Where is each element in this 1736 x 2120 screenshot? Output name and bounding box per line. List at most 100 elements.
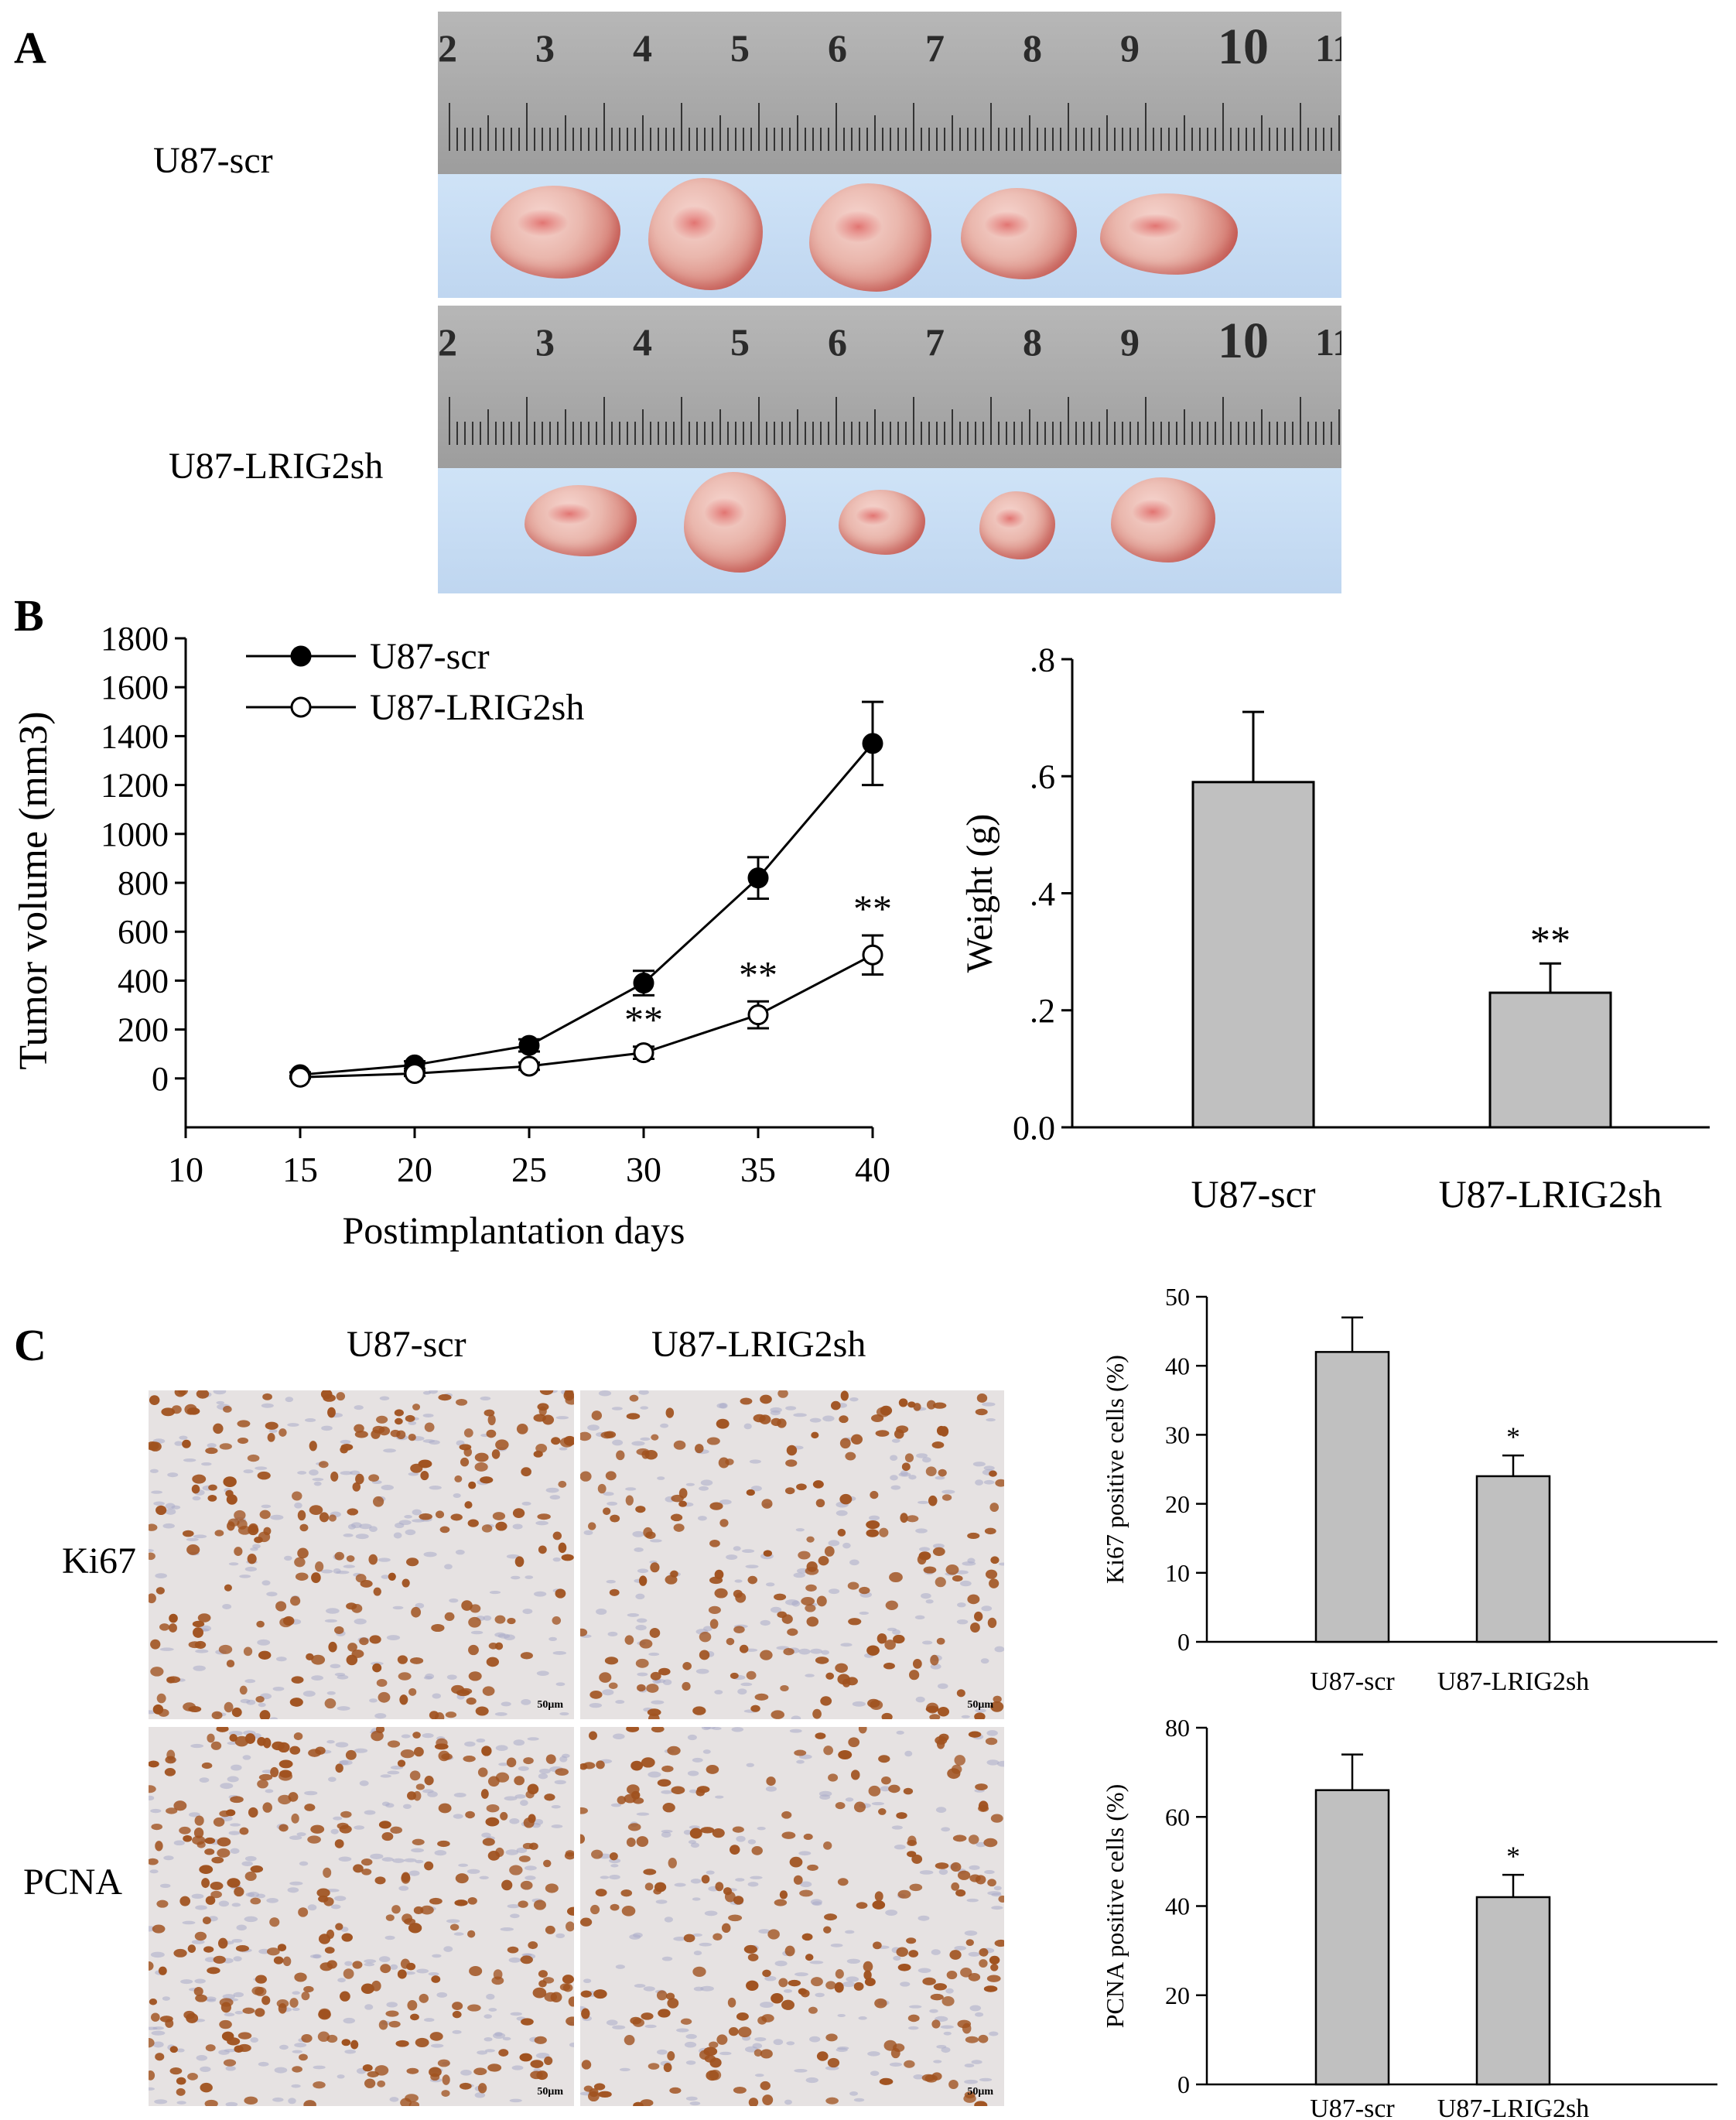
- ruler-tick: [743, 422, 744, 445]
- brown-nucleus: [412, 1732, 421, 1739]
- brown-nucleus: [330, 1471, 339, 1482]
- blue-nucleus: [849, 1397, 859, 1402]
- blue-nucleus: [765, 1582, 775, 1587]
- blue-nucleus: [408, 1870, 420, 1876]
- blue-nucleus: [364, 1962, 375, 1967]
- brown-nucleus: [395, 2040, 409, 2047]
- brown-nucleus: [645, 1531, 656, 1540]
- blue-nucleus: [932, 1543, 945, 1549]
- ruler-tick: [1168, 422, 1170, 445]
- brown-nucleus: [853, 1801, 866, 1813]
- brown-nucleus: [244, 1871, 257, 1882]
- blue-nucleus: [719, 2051, 732, 2056]
- blue-nucleus: [842, 1982, 856, 1988]
- blue-nucleus: [460, 2069, 472, 2076]
- brown-nucleus: [444, 1612, 455, 1622]
- brown-nucleus: [767, 1929, 780, 1940]
- brown-nucleus: [409, 1657, 424, 1664]
- brown-nucleus: [207, 1733, 215, 1743]
- ruler-tick: [967, 422, 969, 445]
- ruler-tick: [1238, 422, 1239, 445]
- brown-nucleus: [391, 1905, 401, 1914]
- brown-nucleus: [303, 1985, 314, 1993]
- blue-nucleus: [915, 1528, 928, 1534]
- ruler-tick: [1176, 422, 1177, 445]
- brown-nucleus: [183, 1702, 196, 1711]
- brown-nucleus: [279, 1759, 293, 1769]
- ruler-tick: [480, 422, 481, 445]
- ruler-tick: [758, 397, 760, 445]
- blue-nucleus: [845, 1797, 854, 1802]
- blue-nucleus: [423, 1551, 437, 1558]
- brown-nucleus: [811, 1431, 819, 1439]
- ruler-tick: [634, 128, 636, 151]
- ruler-tick: [1207, 128, 1208, 151]
- scale-bar-label: 50μm: [537, 2086, 563, 2098]
- blue-nucleus: [297, 1471, 307, 1475]
- data-point-lrig2sh: [289, 1066, 311, 1088]
- blue-nucleus: [248, 1891, 260, 1898]
- blue-nucleus: [228, 1831, 241, 1835]
- blue-nucleus: [983, 1465, 995, 1471]
- brown-nucleus: [368, 1554, 378, 1565]
- blue-nucleus: [750, 1876, 763, 1879]
- ruler-tick: [1253, 422, 1255, 445]
- brown-nucleus: [825, 1672, 835, 1680]
- blue-nucleus: [350, 1522, 362, 1529]
- brown-nucleus: [566, 1921, 574, 1932]
- brown-nucleus: [467, 2004, 481, 2012]
- blue-nucleus: [501, 1701, 511, 1707]
- blue-nucleus: [976, 1841, 986, 1848]
- brown-nucleus: [738, 2026, 752, 2038]
- blue-nucleus: [596, 1609, 607, 1616]
- panel-c-row1-label: Ki67: [62, 1540, 136, 1581]
- brown-nucleus: [881, 1712, 893, 1719]
- blue-nucleus: [412, 1519, 425, 1523]
- y-tick-label: 0: [1177, 2070, 1190, 2098]
- brown-nucleus: [292, 2066, 302, 2073]
- brown-nucleus: [335, 1763, 343, 1773]
- blue-nucleus: [687, 1734, 697, 1741]
- blue-nucleus: [908, 1475, 917, 1480]
- blue-nucleus: [182, 1920, 196, 1925]
- blue-nucleus: [239, 1575, 251, 1578]
- ruler-tick: [495, 128, 497, 151]
- blue-nucleus: [648, 1771, 661, 1778]
- blue-nucleus: [150, 1808, 162, 1814]
- blue-nucleus: [270, 1514, 284, 1520]
- blue-nucleus: [975, 2012, 984, 2017]
- blue-nucleus: [794, 2068, 808, 2073]
- brown-nucleus: [796, 1483, 807, 1491]
- significance-marker: **: [1530, 918, 1571, 963]
- ruler-tick: [503, 128, 504, 151]
- brown-nucleus: [324, 1698, 337, 1709]
- ruler-tick: [774, 422, 775, 445]
- brown-nucleus: [353, 1864, 364, 1873]
- blue-nucleus: [840, 1643, 853, 1647]
- y-tick-label: 800: [118, 864, 169, 902]
- brown-nucleus: [856, 1902, 868, 1910]
- blue-nucleus: [719, 1499, 732, 1505]
- brown-nucleus: [226, 1660, 235, 1668]
- ruler-tick: [936, 128, 938, 151]
- category-label: U87-scr: [1310, 1667, 1395, 1696]
- ruler-number: 6: [828, 26, 847, 70]
- brown-nucleus: [994, 1939, 1004, 1947]
- brown-nucleus: [214, 1530, 224, 1537]
- brown-nucleus: [299, 2053, 308, 2061]
- blue-nucleus: [943, 2031, 952, 2036]
- brown-nucleus: [743, 1944, 757, 1954]
- brown-nucleus: [149, 1785, 156, 1793]
- brown-nucleus: [747, 1953, 759, 1961]
- ruler-tick: [580, 128, 582, 151]
- brown-nucleus: [192, 1620, 205, 1628]
- brown-nucleus: [394, 1409, 404, 1417]
- brown-nucleus: [410, 2013, 419, 2021]
- brown-nucleus: [960, 1968, 972, 1978]
- blue-nucleus: [430, 2043, 444, 2048]
- brown-nucleus: [413, 1790, 422, 1801]
- blue-nucleus: [554, 1780, 566, 1785]
- blue-nucleus: [272, 2097, 284, 2102]
- brown-nucleus: [323, 1867, 332, 1878]
